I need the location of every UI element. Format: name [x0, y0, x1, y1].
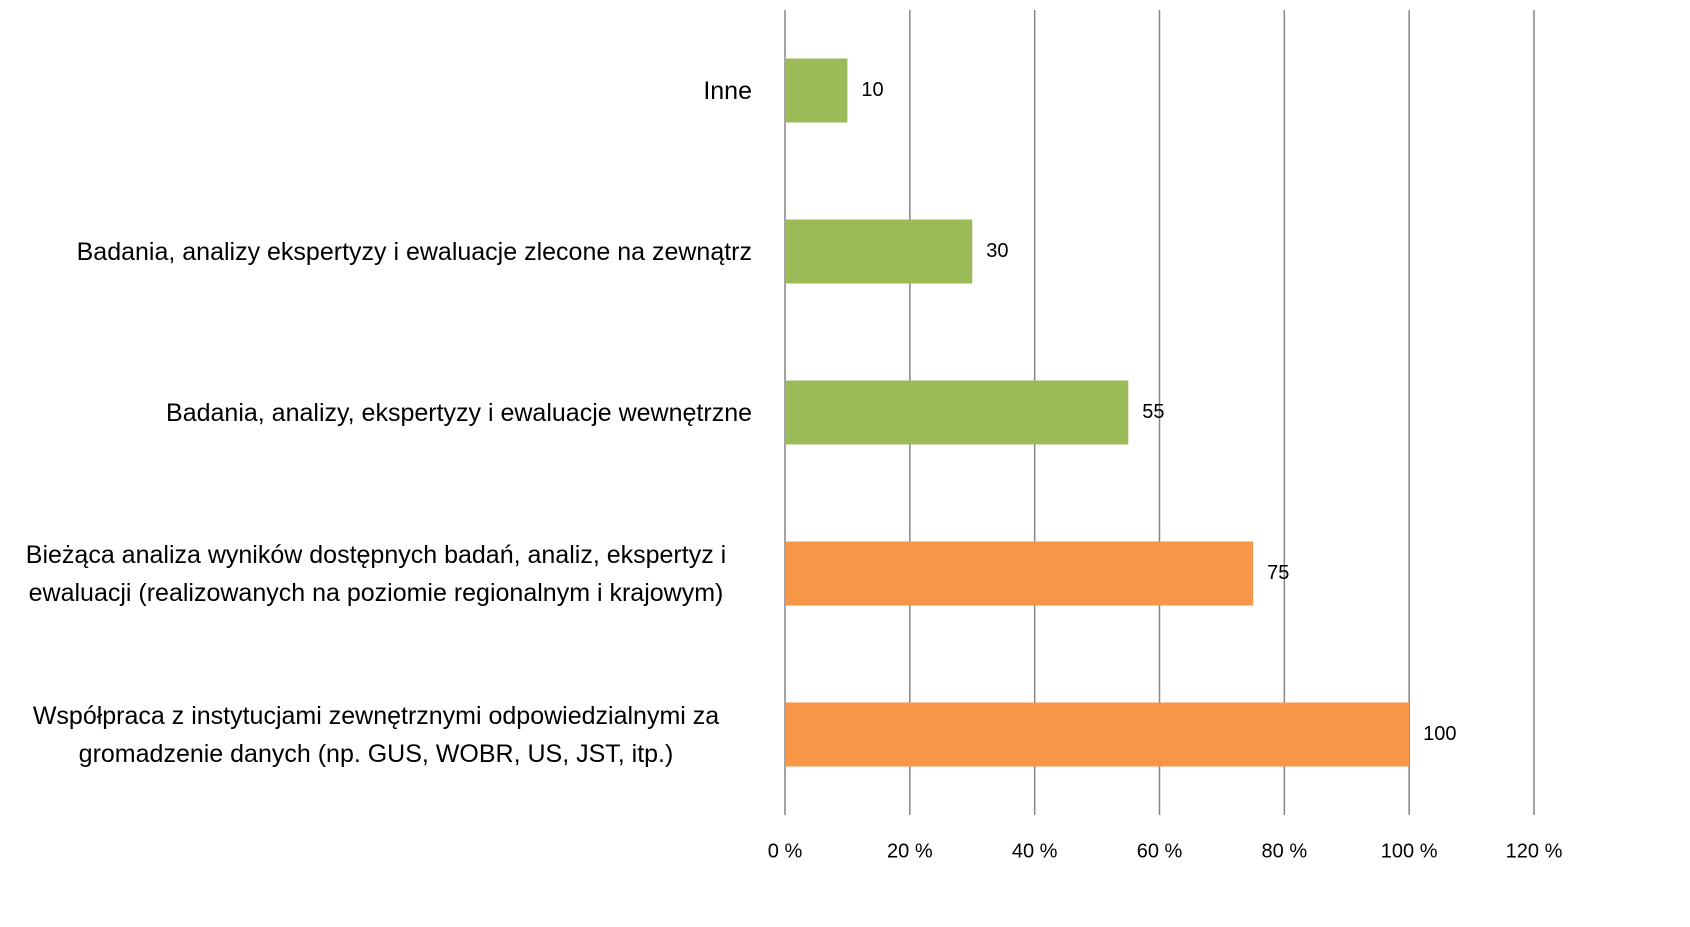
y-tick-label: Współpraca z instytucjami zewnętrznymi o… — [32, 701, 720, 768]
x-tick-label: 40 % — [1012, 840, 1058, 862]
bar — [785, 541, 1254, 606]
bar — [785, 380, 1129, 445]
category-label-box: Bieżąca analiza wyników dostępnych badań… — [0, 536, 752, 612]
data-label: 10 — [861, 79, 883, 101]
y-tick-label: Bieżąca analiza wyników dostępnych badań… — [25, 540, 727, 607]
x-tick-label: 60 % — [1137, 840, 1183, 862]
category-label-box: Współpraca z instytucjami zewnętrznymi o… — [0, 697, 752, 773]
category-label-box: Badania, analizy ekspertyzy i ewaluacje … — [0, 233, 752, 271]
data-label: 55 — [1142, 401, 1164, 423]
x-tick-label: 100 % — [1381, 840, 1438, 862]
y-tick-label: Badania, analizy, ekspertyzy i ewaluacje… — [166, 398, 752, 427]
bar — [785, 702, 1410, 767]
data-label: 30 — [986, 240, 1008, 262]
category-label-box: Inne — [0, 72, 752, 110]
y-tick-label: Badania, analizy ekspertyzy i ewaluacje … — [76, 237, 752, 266]
category-label-box: Badania, analizy, ekspertyzy i ewaluacje… — [0, 394, 752, 432]
bar — [785, 219, 973, 284]
bar — [785, 58, 848, 123]
y-tick-label: Inne — [703, 76, 752, 105]
data-label: 75 — [1267, 562, 1289, 584]
data-label: 100 — [1423, 723, 1456, 745]
x-tick-label: 80 % — [1262, 840, 1308, 862]
x-tick-label: 20 % — [887, 840, 933, 862]
x-tick-label: 120 % — [1506, 840, 1563, 862]
x-tick-label: 0 % — [768, 840, 803, 862]
